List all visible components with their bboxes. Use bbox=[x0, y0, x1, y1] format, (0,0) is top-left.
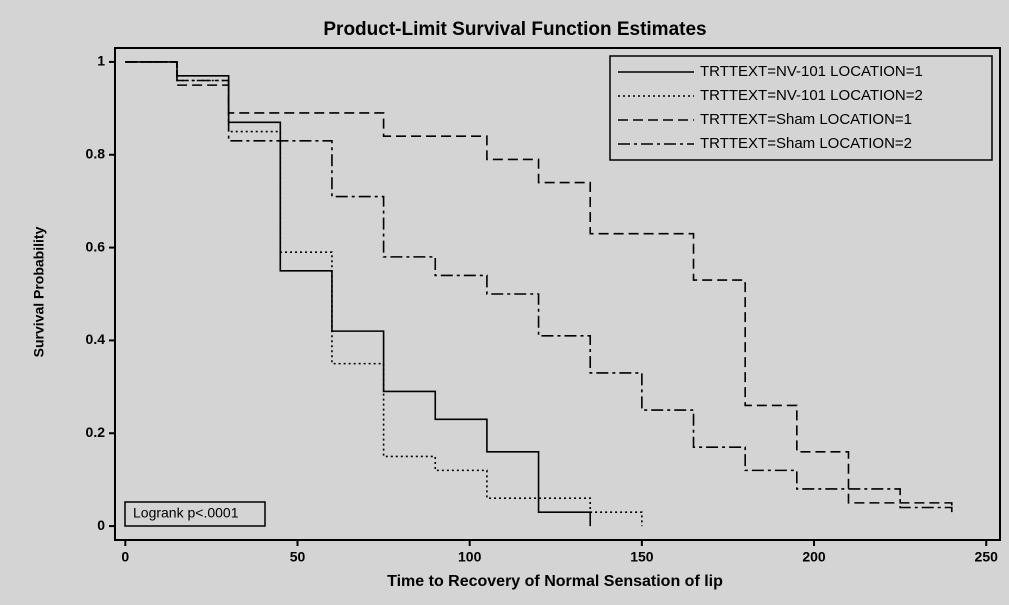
legend-label: TRTTEXT=Sham LOCATION=1 bbox=[700, 111, 912, 128]
legend-label: TRTTEXT=Sham LOCATION=2 bbox=[700, 135, 912, 152]
plot-frame bbox=[114, 47, 1001, 541]
x-tick-label: 250 bbox=[975, 549, 999, 565]
survival-curve bbox=[125, 61, 592, 527]
y-tick-label: 0.8 bbox=[86, 145, 106, 161]
x-tick-label: 150 bbox=[630, 549, 654, 565]
y-tick-label: 0 bbox=[97, 517, 105, 533]
y-tick-label: 1 bbox=[97, 53, 105, 69]
y-tick-label: 0.6 bbox=[86, 238, 106, 254]
legend-box bbox=[609, 55, 993, 161]
y-tick-label: 0.2 bbox=[86, 424, 106, 440]
x-tick-label: 50 bbox=[290, 549, 306, 565]
annotation-box bbox=[124, 501, 266, 527]
y-axis-label: Survival Probability bbox=[31, 226, 47, 357]
chart-title: Product-Limit Survival Function Estimate… bbox=[323, 19, 706, 40]
legend-label: TRTTEXT=NV-101 LOCATION=2 bbox=[700, 87, 923, 104]
x-tick-label: 100 bbox=[458, 549, 482, 565]
x-tick-label: 0 bbox=[121, 549, 129, 565]
annotation: Logrank p<.0001 bbox=[133, 505, 239, 521]
x-tick-label: 200 bbox=[802, 549, 826, 565]
legend-label: TRTTEXT=NV-101 LOCATION=1 bbox=[700, 63, 923, 80]
x-axis-label: Time to Recovery of Normal Sensation of … bbox=[387, 573, 723, 590]
survival-curve bbox=[125, 61, 953, 513]
y-tick-label: 0.4 bbox=[86, 331, 106, 347]
